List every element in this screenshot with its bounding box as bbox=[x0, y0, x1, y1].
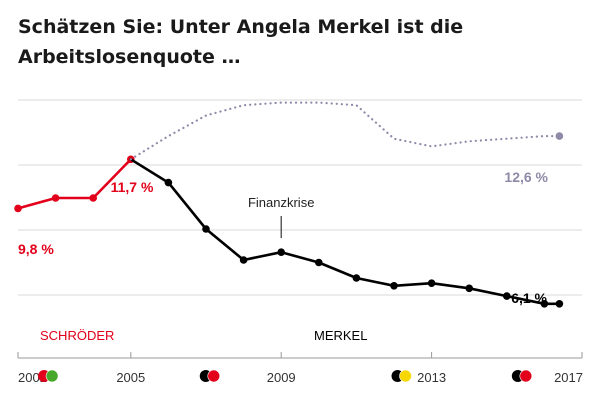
data-point-schroeder-1 bbox=[51, 194, 60, 202]
grid-lines bbox=[18, 99, 582, 296]
data-label-3: 6,1 % bbox=[511, 290, 547, 306]
data-point-schroeder-2 bbox=[89, 194, 97, 202]
x-axis: 2002 2005 2009 2013 2017 bbox=[17, 352, 583, 385]
data-point-schroeder-0 bbox=[14, 204, 22, 213]
data-point-merkel_actual-2 bbox=[202, 225, 210, 233]
party-icon-3-b bbox=[519, 369, 533, 383]
annotation-finanzkrise: Finanzkrise bbox=[248, 195, 314, 210]
annotation-merkel: MERKEL bbox=[314, 328, 367, 343]
data-point-merkel_actual-6 bbox=[352, 274, 361, 282]
data-point-merkel_actual-10 bbox=[503, 292, 511, 300]
data-label-2: 12,6 % bbox=[504, 169, 548, 185]
party-icon-1-b bbox=[207, 369, 221, 383]
series-line-schroeder bbox=[16, 158, 133, 210]
x-tick-label-2013: 2013 bbox=[417, 370, 446, 385]
series-line-estimate bbox=[129, 101, 561, 161]
data-point-merkel_actual-3 bbox=[239, 256, 248, 264]
x-tick-label-2017: 2017 bbox=[554, 370, 583, 385]
annotation-schroeder: SCHRÖDER bbox=[40, 328, 114, 343]
data-point-merkel_actual-7 bbox=[390, 282, 398, 290]
data-labels: 9,8 % 11,7 % 12,6 % 6,1 % Finanzkrise SCHRÖDE… bbox=[18, 169, 549, 343]
data-point-merkel_actual-5 bbox=[315, 258, 323, 267]
party-icon-0-b bbox=[45, 369, 59, 383]
data-label-0: 9,8 % bbox=[18, 241, 54, 257]
x-tick-label-2005: 2005 bbox=[116, 370, 145, 385]
data-point-merkel_actual-8 bbox=[427, 279, 436, 288]
party-icons bbox=[38, 369, 533, 383]
x-tick-label-2009: 2009 bbox=[267, 370, 296, 385]
data-point-merkel_actual-12 bbox=[555, 300, 564, 308]
data-point-merkel_actual-11 bbox=[540, 300, 549, 308]
party-icon-2-b bbox=[399, 369, 412, 383]
series-layer bbox=[14, 101, 564, 308]
data-point-merkel_actual-9 bbox=[465, 284, 474, 293]
series-line-merkel_actual bbox=[129, 158, 561, 306]
data-label-1: 11,7 % bbox=[111, 179, 154, 195]
chart-title: Schätzen Sie: Unter Angela Merkel ist di… bbox=[18, 16, 464, 68]
data-point-estimate-12 bbox=[555, 132, 564, 140]
data-point-merkel_actual-4 bbox=[277, 248, 286, 256]
data-point-merkel_actual-1 bbox=[164, 178, 173, 187]
